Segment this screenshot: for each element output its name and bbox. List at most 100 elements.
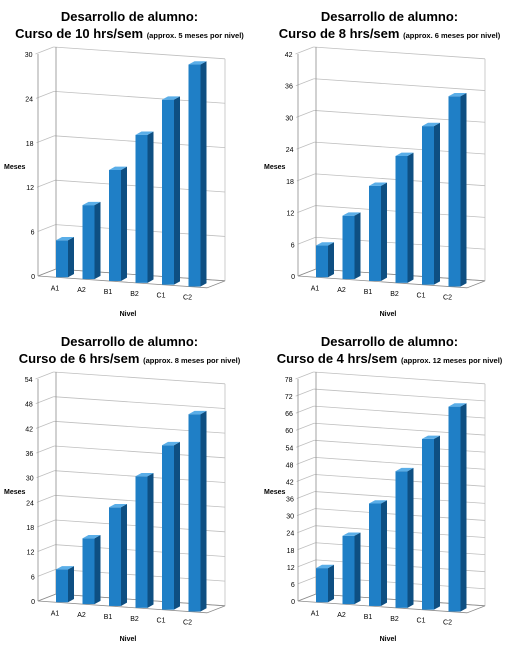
side-wall-gridline bbox=[297, 576, 316, 585]
side-wall-gridline bbox=[37, 519, 56, 528]
bar-side-c1 bbox=[434, 435, 440, 610]
bar-side-b1 bbox=[121, 166, 127, 281]
x-tick-label: A2 bbox=[337, 287, 346, 294]
side-wall-gridline bbox=[36, 135, 55, 144]
back-wall-gridline bbox=[313, 371, 486, 385]
side-wall-gridline bbox=[36, 179, 56, 188]
bar-side-b1 bbox=[121, 504, 127, 606]
back-wall-gridline bbox=[313, 388, 486, 402]
y-tick-label: 0 bbox=[31, 274, 35, 281]
y-tick-label: 72 bbox=[285, 394, 293, 401]
bar-top-b1 bbox=[369, 182, 387, 186]
side-wall-gridline bbox=[37, 544, 56, 553]
y-tick-label: 18 bbox=[26, 141, 34, 148]
x-tick-label: C1 bbox=[417, 293, 426, 300]
x-tick-label: B2 bbox=[130, 291, 139, 298]
x-tick-label: C2 bbox=[443, 620, 452, 627]
y-tick-label: 36 bbox=[285, 84, 293, 91]
bar-front-c2 bbox=[448, 406, 461, 612]
y-tick-label: 30 bbox=[285, 115, 293, 122]
bar-front-b2 bbox=[395, 471, 408, 608]
x-tick-label: B1 bbox=[364, 614, 373, 621]
y-tick-label: 60 bbox=[285, 428, 293, 435]
side-wall-gridline bbox=[296, 173, 316, 182]
x-tick-label: C1 bbox=[417, 618, 426, 625]
y-tick-label: 42 bbox=[25, 426, 33, 433]
bar-top-c2 bbox=[188, 410, 207, 415]
bar-top-a1 bbox=[316, 564, 334, 569]
y-tick-label: 48 bbox=[286, 462, 294, 469]
y-tick-label: 6 bbox=[291, 582, 295, 589]
x-tick-label: C2 bbox=[183, 295, 192, 302]
bar-side-c2 bbox=[200, 410, 207, 612]
side-wall-gridline bbox=[36, 445, 55, 454]
y-tick-label: 42 bbox=[286, 479, 294, 486]
bar-top-a1 bbox=[316, 242, 334, 246]
x-axis-title: Nivel bbox=[120, 636, 137, 643]
bar-side-a2 bbox=[94, 201, 101, 280]
bar-front-c1 bbox=[422, 438, 434, 610]
y-tick-label: 30 bbox=[25, 52, 33, 59]
bar-front-a1 bbox=[316, 245, 328, 278]
x-tick-label: A1 bbox=[51, 285, 60, 292]
chart-note: (approx. 8 meses por nivel) bbox=[143, 356, 241, 365]
side-wall-gridline bbox=[37, 568, 56, 577]
bar-front-a1 bbox=[56, 240, 68, 278]
chart-panel-10hrs: Desarrollo de alumno: Curso de 10 hrs/se… bbox=[0, 0, 259, 325]
bar-top-a1 bbox=[56, 236, 74, 241]
bar-front-b1 bbox=[369, 503, 381, 606]
side-wall-gridline bbox=[297, 542, 316, 551]
y-tick-label: 0 bbox=[31, 599, 35, 606]
side-wall-gridline bbox=[35, 420, 55, 429]
side-wall-gridline bbox=[297, 525, 316, 534]
bar-top-c1 bbox=[162, 441, 180, 446]
bar-side-b2 bbox=[147, 131, 154, 283]
y-tick-label: 24 bbox=[25, 96, 33, 103]
side-wall-gridline bbox=[296, 491, 315, 499]
bar-side-c1 bbox=[174, 441, 180, 610]
y-tick-label: 12 bbox=[287, 565, 295, 572]
chart-floor bbox=[37, 593, 226, 614]
y-tick-label: 0 bbox=[291, 274, 295, 281]
back-wall-gridline bbox=[313, 46, 486, 60]
side-wall-gridline bbox=[295, 405, 315, 414]
bar-top-c2 bbox=[448, 92, 467, 97]
bar-top-a2 bbox=[82, 201, 101, 206]
bar-top-a2 bbox=[82, 535, 101, 539]
bar-side-c1 bbox=[174, 96, 180, 285]
bar-side-b1 bbox=[381, 182, 387, 281]
chart-note: (approx. 5 meses por nivel) bbox=[146, 31, 244, 40]
chart-title: Desarrollo de alumno: bbox=[60, 9, 199, 24]
bar-top-b1 bbox=[369, 500, 387, 504]
bar-top-b2 bbox=[395, 467, 414, 472]
bar-side-a2 bbox=[354, 532, 361, 605]
bar-front-a2 bbox=[82, 538, 95, 605]
side-wall-gridline bbox=[297, 559, 316, 568]
x-tick-label: A1 bbox=[311, 610, 320, 617]
bar-front-b2 bbox=[135, 134, 148, 283]
bar-side-a1 bbox=[68, 566, 74, 603]
bar-side-c2 bbox=[200, 61, 207, 287]
bar-side-a1 bbox=[328, 564, 334, 603]
y-tick-label: 6 bbox=[291, 242, 295, 249]
x-tick-label: B2 bbox=[390, 616, 399, 623]
bar-top-b2 bbox=[395, 152, 414, 156]
bar-front-c2 bbox=[448, 96, 461, 287]
y-tick-label: 36 bbox=[286, 497, 294, 504]
x-tick-label: C2 bbox=[443, 295, 452, 302]
x-tick-label: B2 bbox=[390, 291, 399, 298]
side-wall-gridline bbox=[295, 422, 315, 431]
bar-side-b2 bbox=[147, 472, 154, 608]
y-tick-label: 54 bbox=[285, 445, 293, 452]
bar-front-c1 bbox=[162, 99, 174, 285]
side-wall-gridline bbox=[296, 474, 315, 482]
bar-front-c1 bbox=[162, 445, 174, 610]
chart-subtitle-line: Curso de 8 hrs/sem (approx. 6 meses por … bbox=[260, 25, 519, 44]
y-axis-title: Meses bbox=[264, 489, 286, 496]
x-tick-label: A1 bbox=[311, 285, 320, 292]
x-tick-label: C2 bbox=[183, 620, 192, 627]
y-tick-label: 12 bbox=[26, 185, 34, 192]
bar-top-c2 bbox=[448, 403, 467, 407]
chart-subtitle-line: Curso de 4 hrs/sem (approx. 12 meses por… bbox=[260, 350, 519, 369]
x-axis-title: Nivel bbox=[380, 636, 397, 643]
